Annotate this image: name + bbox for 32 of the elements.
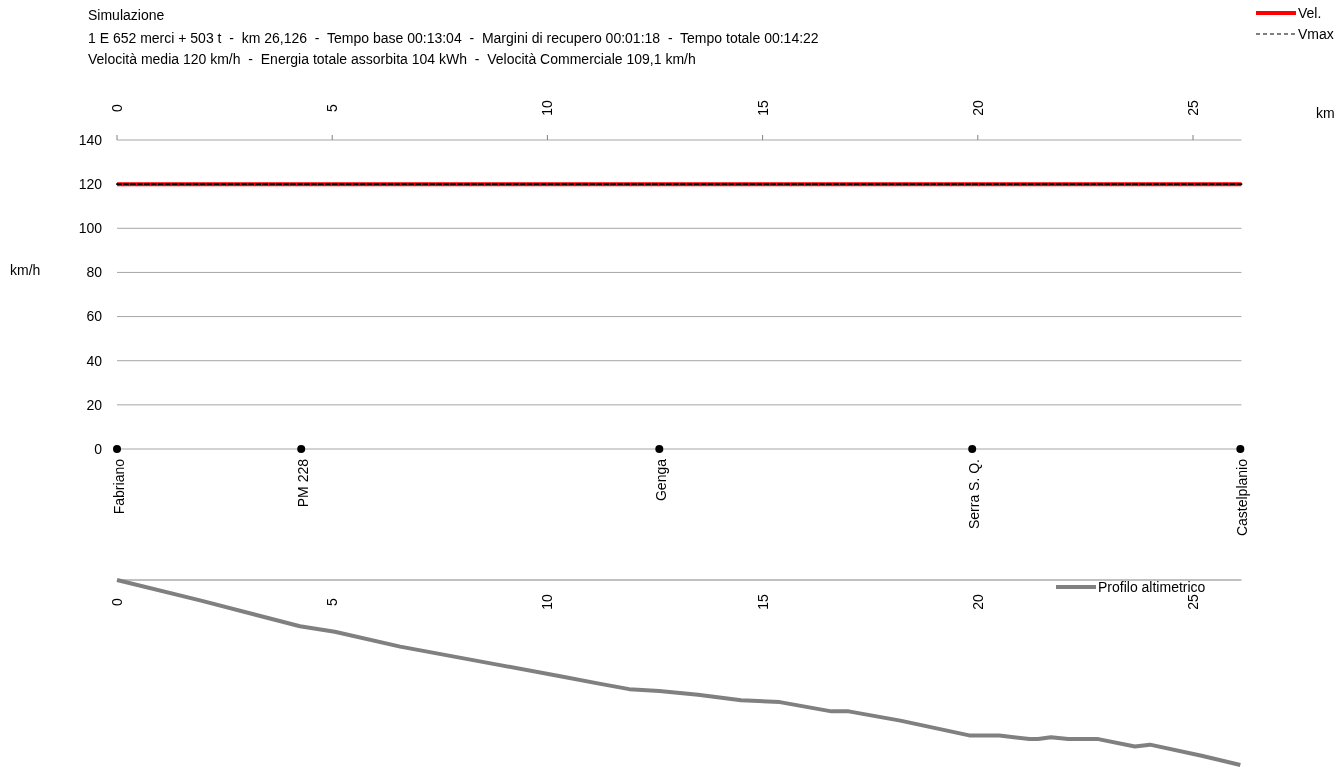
annotation: Serra S. Q.	[966, 459, 983, 530]
y-axis-title: km/h	[10, 262, 41, 278]
x-tick-label: 15	[754, 100, 771, 116]
chart-title: Simulazione	[88, 7, 165, 23]
x-tick-label: 25	[1184, 594, 1201, 610]
x-tick-label: 20	[969, 594, 986, 610]
legend-label: Vmax	[1298, 25, 1334, 42]
annotation: PM 228	[295, 458, 312, 508]
chart-subtitle: 1 E 652 merci + 503 t - km 26,126 - Tempo base 00:13:04 - Margini di recupero 00:01:18 - Tempo totale 00:14:22 Velocità media 120 km/h - Energia totale assorbita 104 kWh - Velocità Commerciale 109,1 km/h	[88, 30, 819, 67]
x-tick-label: 5	[324, 597, 341, 606]
x-tick-label: 10	[539, 594, 556, 610]
annotation: Genga	[653, 458, 670, 502]
annotation: Castelplanio	[1234, 458, 1251, 537]
x-tick-label: 0	[108, 103, 125, 112]
annotation: Fabriano	[110, 458, 127, 515]
legend-label: Profilo altimetrico	[1098, 578, 1206, 595]
y-tick-label: 120	[78, 176, 103, 193]
x-tick-label: 10	[539, 100, 556, 116]
y-tick-label: 20	[86, 396, 103, 413]
y-tick-label: 80	[86, 264, 103, 281]
x-axis-title: km	[1316, 105, 1335, 121]
y-tick-label: 60	[86, 308, 103, 325]
y-tick-label: 100	[78, 220, 103, 237]
legend-label: Vel.	[1298, 4, 1322, 21]
x-tick-label: 0	[108, 597, 125, 606]
x-tick-label: 15	[754, 594, 771, 610]
y-tick-label: 0	[94, 440, 103, 457]
x-tick-label: 5	[324, 103, 341, 112]
x-tick-label: 20	[969, 100, 986, 116]
y-tick-label: 40	[86, 352, 103, 369]
x-tick-label: 25	[1184, 100, 1201, 116]
y-tick-label: 140	[78, 131, 103, 148]
